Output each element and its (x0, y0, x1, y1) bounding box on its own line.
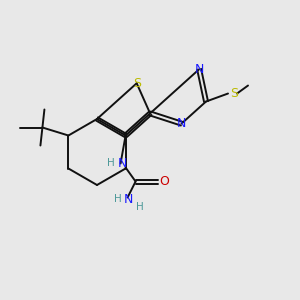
Text: H: H (114, 194, 122, 205)
Text: H: H (136, 202, 143, 212)
Text: S: S (230, 87, 238, 100)
Text: N: N (124, 193, 133, 206)
Text: O: O (160, 175, 170, 188)
Text: N: N (194, 63, 204, 76)
Text: H: H (107, 158, 115, 169)
Text: N: N (118, 157, 127, 170)
Text: N: N (177, 117, 186, 130)
Text: S: S (133, 77, 141, 90)
